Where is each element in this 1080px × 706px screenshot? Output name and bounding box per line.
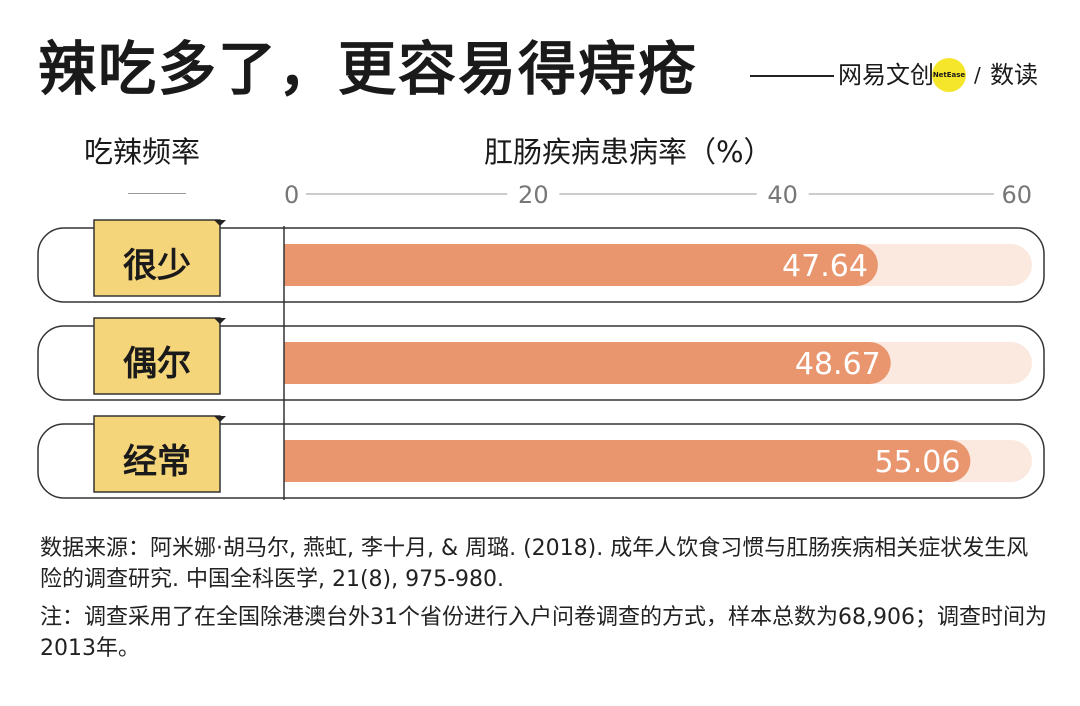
brand-slash: /	[974, 63, 981, 87]
brand-badge: NetEase	[932, 58, 966, 92]
brand-name: 网易文创	[838, 61, 934, 89]
x-tick-label: 0	[284, 181, 299, 209]
brand-divider-line	[750, 75, 834, 77]
x-tick-label: 60	[1001, 181, 1032, 209]
value-axis-title: 肛肠疾病患病率（%）	[484, 135, 773, 169]
category-header-rule	[128, 193, 186, 194]
survey-note: 注：调查采用了在全国除港澳台外31个省份进行入户问卷调查的方式，样本总数为68,…	[40, 605, 1047, 661]
x-tick-label: 20	[518, 181, 549, 209]
brand-logo: 网易文创 NetEase / 数读	[750, 58, 1050, 92]
source-footnote: 数据来源：阿米娜·胡马尔, 燕虹, 李十月, & 周璐. (2018). 成年人…	[40, 536, 1029, 592]
category-column-header: 吃辣频率	[84, 135, 201, 169]
category-box-flag	[214, 220, 226, 226]
bar	[284, 342, 891, 384]
bar	[284, 244, 878, 286]
x-tick-label: 40	[767, 181, 798, 209]
bar	[284, 440, 971, 482]
category-label: 很少	[123, 246, 191, 286]
category-label-box	[93, 219, 221, 297]
category-label: 经常	[123, 442, 191, 482]
bar-value-label: 47.64	[782, 249, 868, 284]
category-label: 偶尔	[123, 344, 191, 384]
page-title: 辣吃多了，更容易得痔疮	[38, 35, 699, 103]
category-label-box	[93, 317, 221, 395]
category-label-box	[93, 415, 221, 493]
category-box-flag	[214, 416, 226, 422]
bar-chart: 0 20 40 60 很少 47.64 偶尔 48.67 经常 55.06	[37, 181, 1045, 500]
bar-value-label: 55.06	[875, 445, 961, 480]
brand-sub: 数读	[990, 61, 1038, 89]
category-box-flag	[214, 318, 226, 324]
bar-value-label: 48.67	[795, 347, 881, 382]
